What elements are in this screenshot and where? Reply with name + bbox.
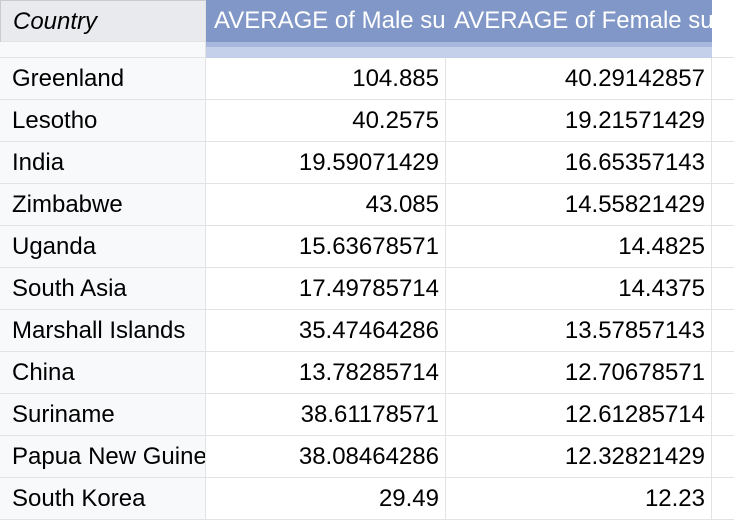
row-female-marshall-islands[interactable]: 13.57857143 <box>446 310 712 352</box>
row-edge-cell[interactable] <box>712 478 734 520</box>
row-male-papua-new-guinea[interactable]: 38.08464286 <box>206 436 446 478</box>
row-male-zimbabwe[interactable]: 43.085 <box>206 184 446 226</box>
row-female-china[interactable]: 12.70678571 <box>446 352 712 394</box>
row-female-papua-new-guinea[interactable]: 12.32821429 <box>446 436 712 478</box>
row-country-zimbabwe[interactable]: Zimbabwe <box>0 184 206 226</box>
row-female-india[interactable]: 16.65357143 <box>446 142 712 184</box>
row-edge-cell[interactable] <box>712 142 734 184</box>
header-edge-cell[interactable] <box>712 0 734 42</box>
row-female-lesotho[interactable]: 19.21571429 <box>446 100 712 142</box>
row-country-lesotho[interactable]: Lesotho <box>0 100 206 142</box>
row-male-south-korea[interactable]: 29.49 <box>206 478 446 520</box>
row-male-south-asia[interactable]: 17.49785714 <box>206 268 446 310</box>
band-edge <box>712 42 734 58</box>
row-country-suriname[interactable]: Suriname <box>0 394 206 436</box>
row-edge-cell[interactable] <box>712 184 734 226</box>
row-country-south-asia[interactable]: South Asia <box>0 268 206 310</box>
row-male-greenland[interactable]: 104.885 <box>206 58 446 100</box>
row-female-greenland[interactable]: 40.29142857 <box>446 58 712 100</box>
row-edge-cell[interactable] <box>712 394 734 436</box>
row-country-papua-new-guinea[interactable]: Papua New Guinea <box>0 436 206 478</box>
row-female-zimbabwe[interactable]: 14.55821429 <box>446 184 712 226</box>
row-edge-cell[interactable] <box>712 436 734 478</box>
row-female-suriname[interactable]: 12.61285714 <box>446 394 712 436</box>
header-average-male[interactable]: AVERAGE of Male suicide rate <box>206 0 446 42</box>
row-country-india[interactable]: India <box>0 142 206 184</box>
row-edge-cell[interactable] <box>712 58 734 100</box>
row-edge-cell[interactable] <box>712 310 734 352</box>
row-male-lesotho[interactable]: 40.2575 <box>206 100 446 142</box>
row-female-uganda[interactable]: 14.4825 <box>446 226 712 268</box>
row-country-china[interactable]: China <box>0 352 206 394</box>
row-label-band <box>0 42 206 58</box>
row-country-uganda[interactable]: Uganda <box>0 226 206 268</box>
row-male-uganda[interactable]: 15.63678571 <box>206 226 446 268</box>
row-female-south-korea[interactable]: 12.23 <box>446 478 712 520</box>
row-edge-cell[interactable] <box>712 100 734 142</box>
row-female-south-asia[interactable]: 14.4375 <box>446 268 712 310</box>
row-country-greenland[interactable]: Greenland <box>0 58 206 100</box>
row-edge-cell[interactable] <box>712 352 734 394</box>
row-country-south-korea[interactable]: South Korea <box>0 478 206 520</box>
row-male-china[interactable]: 13.78285714 <box>206 352 446 394</box>
header-country[interactable]: Country <box>0 0 206 42</box>
header-band-male <box>206 42 446 58</box>
row-edge-cell[interactable] <box>712 226 734 268</box>
header-average-female[interactable]: AVERAGE of Female suicide rate <box>446 0 712 42</box>
row-country-marshall-islands[interactable]: Marshall Islands <box>0 310 206 352</box>
header-band-female <box>446 42 712 58</box>
row-edge-cell[interactable] <box>712 268 734 310</box>
row-male-marshall-islands[interactable]: 35.47464286 <box>206 310 446 352</box>
row-male-india[interactable]: 19.59071429 <box>206 142 446 184</box>
row-male-suriname[interactable]: 38.61178571 <box>206 394 446 436</box>
